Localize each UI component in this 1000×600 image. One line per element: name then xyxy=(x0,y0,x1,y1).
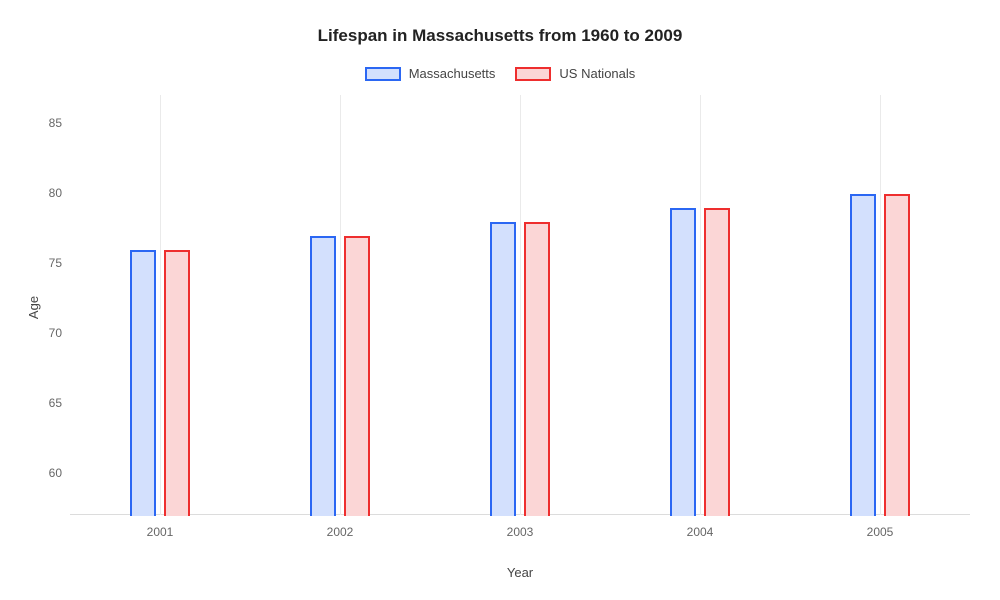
bar xyxy=(164,250,190,516)
y-tick-label: 85 xyxy=(49,116,62,130)
legend-item: US Nationals xyxy=(515,66,635,81)
grid-line xyxy=(160,95,161,515)
x-tick-label: 2005 xyxy=(867,525,894,539)
bar xyxy=(130,250,156,516)
y-tick-label: 80 xyxy=(49,186,62,200)
bar xyxy=(344,236,370,516)
legend-label: US Nationals xyxy=(559,66,635,81)
grid-line xyxy=(700,95,701,515)
x-tick-label: 2001 xyxy=(147,525,174,539)
legend-item: Massachusetts xyxy=(365,66,496,81)
y-tick-label: 75 xyxy=(49,256,62,270)
grid-line xyxy=(880,95,881,515)
bar xyxy=(850,194,876,516)
x-tick-label: 2004 xyxy=(687,525,714,539)
y-tick-label: 60 xyxy=(49,466,62,480)
x-tick-label: 2002 xyxy=(327,525,354,539)
x-tick-label: 2003 xyxy=(507,525,534,539)
legend-swatch xyxy=(365,67,401,81)
bar xyxy=(524,222,550,516)
y-tick-label: 65 xyxy=(49,396,62,410)
plot-area: 60657075808520012002200320042005 xyxy=(70,95,970,515)
x-axis-title: Year xyxy=(70,565,970,580)
chart-container: Lifespan in Massachusetts from 1960 to 2… xyxy=(0,0,1000,600)
bar xyxy=(490,222,516,516)
legend: Massachusetts US Nationals xyxy=(0,66,1000,81)
legend-label: Massachusetts xyxy=(409,66,496,81)
legend-swatch xyxy=(515,67,551,81)
y-tick-label: 70 xyxy=(49,326,62,340)
chart-title: Lifespan in Massachusetts from 1960 to 2… xyxy=(0,26,1000,46)
bar xyxy=(310,236,336,516)
bar xyxy=(670,208,696,516)
grid-line xyxy=(520,95,521,515)
bar xyxy=(704,208,730,516)
y-axis-title: Age xyxy=(26,296,41,319)
grid-line xyxy=(340,95,341,515)
bar xyxy=(884,194,910,516)
